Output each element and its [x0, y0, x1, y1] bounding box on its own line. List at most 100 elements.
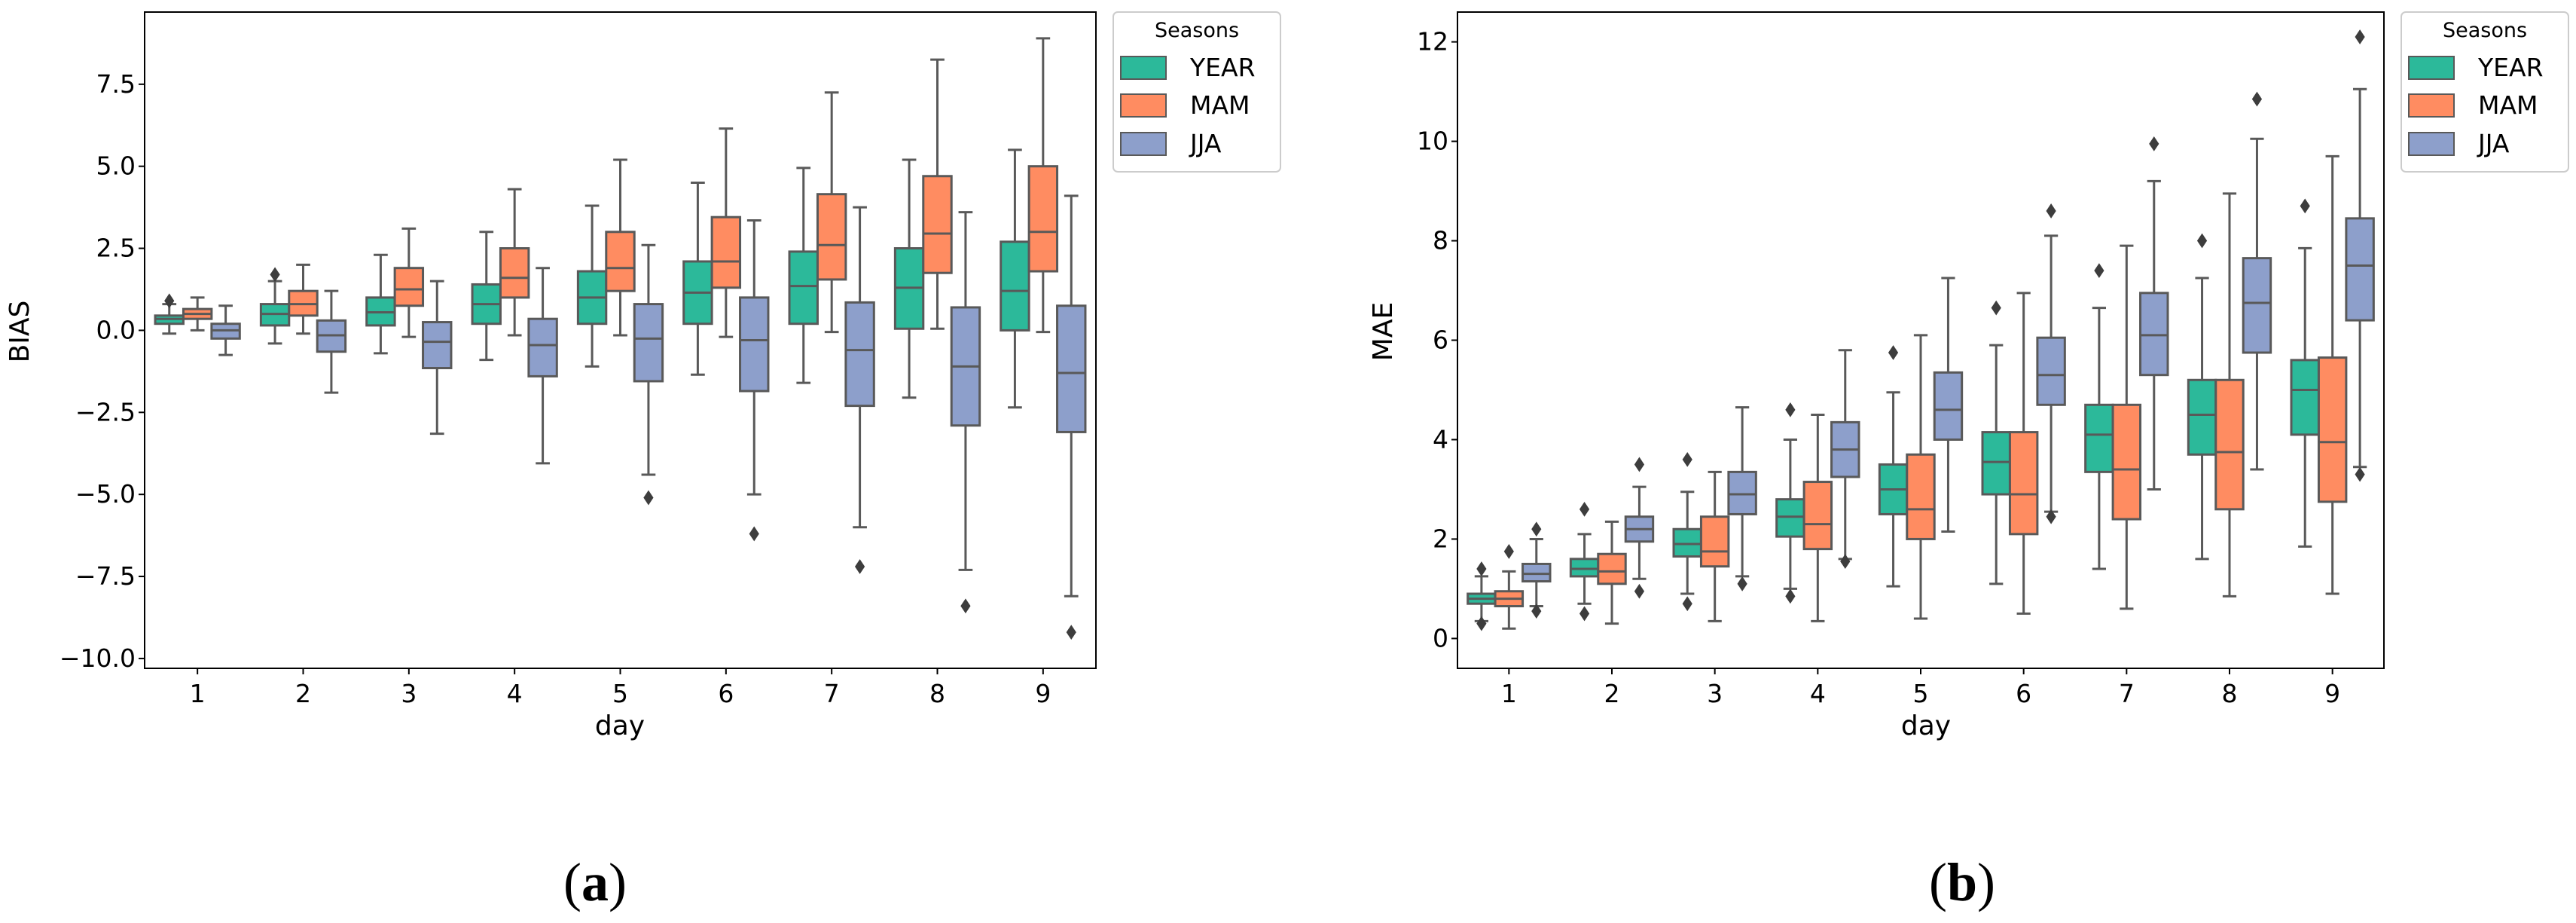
- panel-a-xtick-label-7: 7: [824, 679, 840, 708]
- panel-b-year-day3-iqr: [1672, 527, 1702, 558]
- panel-b-year-day7-box: [2084, 263, 2114, 570]
- panel-a-jja-day2-box: [316, 289, 347, 394]
- panel-b-ytick-label-2: 4: [1433, 424, 1448, 454]
- panel-a-legend-title: Seasons: [1155, 19, 1239, 42]
- panel-b-jja-day6-flier-1: [2046, 203, 2056, 219]
- panel-a-mam-day8-box: [922, 58, 953, 330]
- panel-b-mam-day7-box: [2111, 244, 2142, 610]
- panel-b-year-day8-box: [2187, 233, 2217, 561]
- panel-b-mam-day1-flier-0: [1503, 544, 1514, 559]
- panel-a-jja-day9-iqr: [1056, 304, 1087, 433]
- panel-b-jja-day6-iqr: [2036, 336, 2066, 406]
- panel-b-jja-day6-flier-0: [2046, 509, 2056, 524]
- panel-a-xtick-label-1: 1: [190, 679, 206, 708]
- panel-a-xtick-label-5: 5: [612, 679, 628, 708]
- panel-b-jja-day6-box: [2036, 203, 2066, 524]
- panel-b-xtick-label-2: 2: [1604, 679, 1620, 708]
- panel-a-jja-day7-iqr: [844, 301, 875, 408]
- panel-b-legend-swatch-jja: [2408, 132, 2455, 156]
- panel-a-caption: (a): [563, 852, 627, 912]
- panel-b-ylabel: MAE: [1368, 302, 1399, 361]
- panel-b-year-day3-flier-0: [1682, 596, 1692, 612]
- panel-a-year-day6-box: [682, 181, 713, 376]
- panel-a-jja-day6-box: [739, 219, 770, 542]
- panel-b-jja-day1-box: [1521, 521, 1552, 619]
- panel-b-mam-day5-box: [1906, 334, 1936, 620]
- panel-a-jja-day5-flier-0: [643, 490, 654, 506]
- panel-b-jja-day2-box: [1624, 457, 1655, 599]
- panel-b-jja-day9-iqr: [2345, 217, 2375, 322]
- panel-a-ytick-label-4: 0.0: [96, 315, 136, 344]
- panel-a-caption-letter: a: [581, 852, 609, 912]
- panel-a-year-day7-box: [788, 167, 819, 384]
- panel-b-caption-letter: b: [1947, 852, 1977, 912]
- panel-a-mam-day4-iqr: [499, 247, 530, 299]
- panel-a-jja-day5-box: [633, 243, 664, 506]
- panel-a-ytick-label-5: 2.5: [96, 234, 136, 263]
- panel-b-jja-day7-iqr: [2139, 292, 2169, 377]
- panel-a-ytick-label-3: −2.5: [75, 397, 136, 426]
- panel-b-jja-day4-box: [1830, 349, 1860, 570]
- panel-b-year-day5-box: [1878, 345, 1909, 588]
- panel-a-year-day9-iqr: [1000, 240, 1030, 332]
- panel-a-year-day3-box: [365, 253, 396, 355]
- panel-b-legend-swatch-year: [2408, 56, 2455, 80]
- panel-b-ytick-label-6: 12: [1417, 27, 1448, 57]
- panel-b-jja-day1-flier-0: [1531, 604, 1542, 619]
- panel-a-mam-day6-box: [710, 127, 742, 338]
- panel-b-jja-day8-box: [2242, 91, 2272, 471]
- panel-b-year-day3-flier-1: [1682, 451, 1692, 467]
- panel-b-jja-day4-flier-0: [1840, 554, 1851, 570]
- panel-a-xtick-label-2: 2: [295, 679, 311, 708]
- panel-b-mam-day4-box: [1802, 413, 1833, 622]
- panel-a-ytick-label-0: −10.0: [60, 643, 136, 673]
- panel-b-year-day2-box: [1569, 501, 1600, 622]
- panel-a-mam-day3-box: [393, 227, 425, 338]
- panel-a-legend-swatch-mam: [1120, 93, 1167, 118]
- panel-a-jja-day7-flier-0: [854, 559, 865, 574]
- panel-b-legend-year: YEAR: [2477, 53, 2544, 82]
- panel-b-xtick-label-1: 1: [1501, 679, 1517, 708]
- panel-b-xtick-label-5: 5: [1913, 679, 1929, 708]
- panel-a-mam-day1-box: [182, 296, 213, 332]
- panel-b-jja-day9-box: [2345, 29, 2375, 482]
- panel-b-year-day6-box: [1981, 300, 2011, 585]
- panel-b-jja-day8-iqr: [2242, 257, 2272, 354]
- panel-b-year-day8-flier-0: [2196, 233, 2208, 249]
- panel-b-year-day1-flier-1: [1476, 561, 1487, 576]
- panel-b-mam-day6-iqr: [2008, 431, 2039, 536]
- panel-b-year-day4-flier-1: [1785, 402, 1796, 417]
- panel-b-frame: [1457, 11, 2385, 669]
- panel-b-mam-day8-iqr: [2214, 378, 2245, 511]
- panel-a-ytick-label-1: −7.5: [75, 561, 136, 591]
- panel-b-year-day4-flier-0: [1785, 588, 1796, 604]
- panel-b-legend: Seasons YEAR MAM JJA: [2401, 11, 2569, 173]
- panel-b-legend-swatch-mam: [2408, 93, 2455, 118]
- panel-b-jja-day1-flier-1: [1531, 521, 1542, 537]
- panel-a-year-day2-flier-0: [270, 267, 280, 283]
- panel-b-year-day7-flier-0: [2094, 263, 2104, 279]
- panel-a-xtick-label-8: 8: [929, 679, 945, 708]
- panel-a-frame: [144, 11, 1097, 669]
- panel-a-legend-year: YEAR: [1189, 53, 1256, 82]
- panel-a-plot: −10.0 −7.5 −5.0 −2.5 0.0 2.5 5.0 7.5 1 2 3 4 5 6 7 8 9: [60, 37, 1087, 708]
- panel-b-xtick-label-9: 9: [2324, 679, 2340, 708]
- panel-b-jja-day3-flier-0: [1737, 576, 1747, 591]
- panel-b-jja-day2-flier-0: [1634, 583, 1645, 599]
- panel-b-year-day4-box: [1775, 402, 1805, 604]
- panel-a-year-day5-box: [576, 204, 608, 368]
- panel-b-year-day1-box: [1467, 561, 1497, 631]
- panel-b-xtick-label-8: 8: [2222, 679, 2238, 708]
- panel-a-jja-day5-iqr: [633, 303, 664, 383]
- panel-b-legend-mam: MAM: [2478, 90, 2538, 120]
- panel-a-jja-day1-box: [210, 304, 241, 356]
- panel-a-year-day8-box: [893, 158, 925, 399]
- panel-a-xtick-label-9: 9: [1035, 679, 1051, 708]
- panel-b-jja-day8-flier-0: [2251, 91, 2263, 107]
- panel-b-year-day2-flier-0: [1579, 606, 1590, 622]
- panel-a-legend-jja: JJA: [1189, 129, 1222, 158]
- panel-b-mam-day2-box: [1597, 520, 1627, 625]
- panel-b-ytick-label-4: 8: [1433, 226, 1448, 255]
